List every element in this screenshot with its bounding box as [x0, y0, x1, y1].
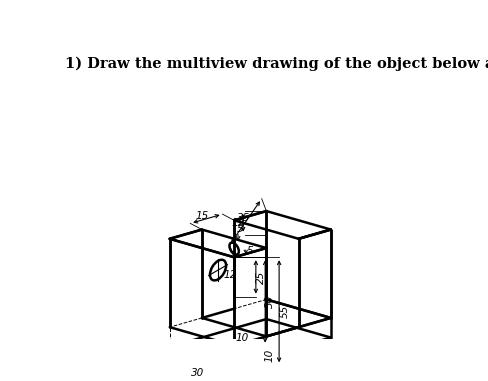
Text: 12: 12	[232, 218, 245, 228]
Text: 25: 25	[256, 270, 265, 283]
Text: 15: 15	[196, 211, 209, 221]
Text: 10: 10	[265, 349, 275, 362]
Text: 55: 55	[280, 305, 289, 318]
Text: 30: 30	[191, 368, 204, 378]
Text: 10: 10	[235, 333, 248, 343]
Text: 1) Draw the multiview drawing of the object below and give dimensions.: 1) Draw the multiview drawing of the obj…	[65, 56, 488, 71]
Text: 35: 35	[238, 213, 251, 223]
Text: 12: 12	[224, 270, 237, 280]
Text: 5: 5	[246, 246, 253, 256]
Text: 5: 5	[237, 224, 244, 234]
Text: 30: 30	[265, 295, 275, 308]
